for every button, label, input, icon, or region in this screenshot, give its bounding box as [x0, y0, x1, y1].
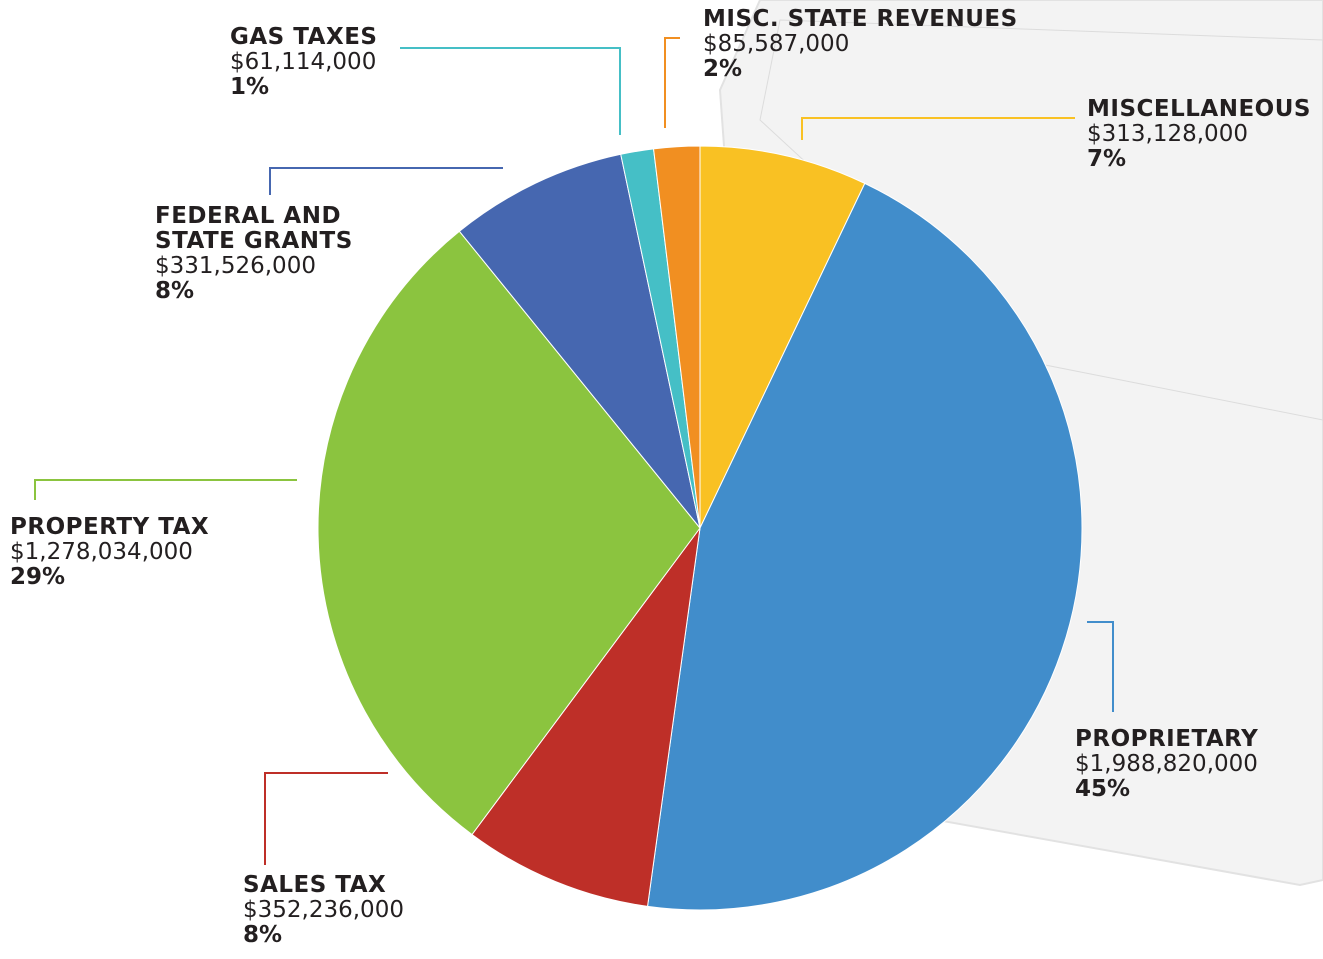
leader-line — [664, 37, 680, 128]
category-label: GAS TAXES — [230, 24, 378, 50]
value-label: $313,128,000 — [1087, 121, 1248, 147]
slice-label: PROPRIETARY $1,988,820,000 45% — [1075, 727, 1315, 802]
slice-label: SALES TAX $352,236,000 8% — [243, 873, 463, 948]
value-label: $331,526,000 — [155, 253, 316, 279]
percent-label: 7% — [1087, 146, 1127, 172]
category-label: MISC. STATE REVENUES — [703, 6, 1018, 32]
pie-slice — [652, 145, 701, 529]
value-label: $1,278,034,000 — [10, 539, 193, 565]
category-label: MISCELLANEOUS — [1087, 96, 1311, 122]
slice-label: GAS TAXES $61,114,000 1% — [230, 25, 430, 100]
pie-slice — [699, 145, 866, 529]
category-label: SALES TAX — [243, 872, 387, 898]
leader-lines — [34, 37, 1114, 865]
percent-label: 8% — [243, 922, 283, 948]
leader-line — [269, 167, 503, 195]
leader-line — [400, 47, 621, 135]
percent-label: 45% — [1075, 776, 1131, 802]
percent-label: 1% — [230, 74, 270, 100]
category-label: PROPERTY TAX — [10, 514, 210, 540]
slice-label: FEDERAL AND STATE GRANTS $331,526,000 8% — [155, 204, 365, 304]
pie-slice — [458, 153, 701, 529]
category-label: PROPRIETARY — [1075, 726, 1259, 752]
slice-label: MISC. STATE REVENUES $85,587,000 2% — [703, 7, 1043, 82]
leader-line — [34, 479, 297, 500]
value-label: $352,236,000 — [243, 897, 404, 923]
category-label: FEDERAL AND STATE GRANTS — [155, 203, 353, 254]
pie-slice — [646, 182, 1083, 911]
leader-line — [264, 772, 388, 865]
slice-label: MISCELLANEOUS $313,128,000 7% — [1087, 97, 1323, 172]
leader-line — [801, 117, 1075, 140]
slice-label: PROPERTY TAX $1,278,034,000 29% — [10, 515, 250, 590]
percent-label: 29% — [10, 564, 66, 590]
pie-slice — [471, 527, 701, 907]
leader-line — [1087, 621, 1114, 712]
value-label: $61,114,000 — [230, 49, 377, 75]
percent-label: 8% — [155, 278, 195, 304]
pie — [317, 145, 1083, 911]
percent-label: 2% — [703, 56, 743, 82]
pie-slice — [317, 230, 701, 836]
value-label: $85,587,000 — [703, 31, 850, 57]
value-label: $1,988,820,000 — [1075, 751, 1258, 777]
